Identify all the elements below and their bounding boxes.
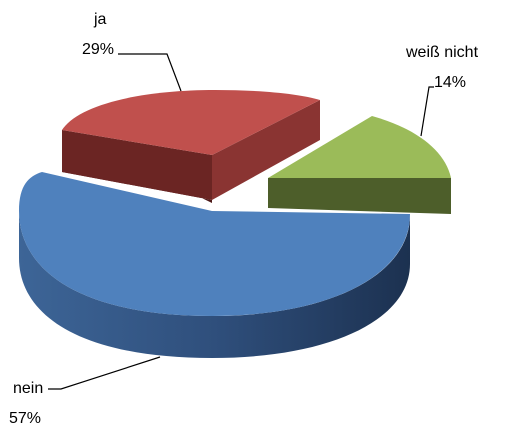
pie-slice-ja: [62, 90, 320, 203]
pie-slice-weiss-nicht: [268, 116, 451, 214]
label-ja-value: 29%: [82, 41, 114, 58]
leader-line-weiss-nicht: [420, 86, 434, 137]
pie-slice-ja-side-right: [212, 100, 320, 200]
label-nein-value: 57%: [9, 410, 41, 427]
pie-slice-ja-top: [62, 90, 320, 155]
pie-slice-weiss-nicht-top: [268, 116, 451, 178]
label-nein-name: nein: [13, 380, 43, 397]
label-ja-name: ja: [93, 11, 107, 28]
pie-slice-nein-side: [19, 211, 410, 358]
pie-slice-nein: [19, 172, 410, 358]
pie-slice-nein-top: [19, 172, 410, 316]
pie-slice-weiss-nicht-side: [268, 178, 451, 214]
pie-slice-ja-side-front: [62, 130, 212, 200]
label-weiss-nicht: weiß nicht 14%: [405, 44, 479, 137]
leader-line-nein: [48, 356, 161, 390]
label-nein: nein 57%: [9, 356, 161, 427]
label-weiss-nicht-name: weiß nicht: [405, 44, 479, 61]
label-ja: ja 29%: [82, 11, 182, 92]
leader-line-ja: [118, 53, 182, 92]
label-weiss-nicht-value: 14%: [434, 74, 466, 91]
